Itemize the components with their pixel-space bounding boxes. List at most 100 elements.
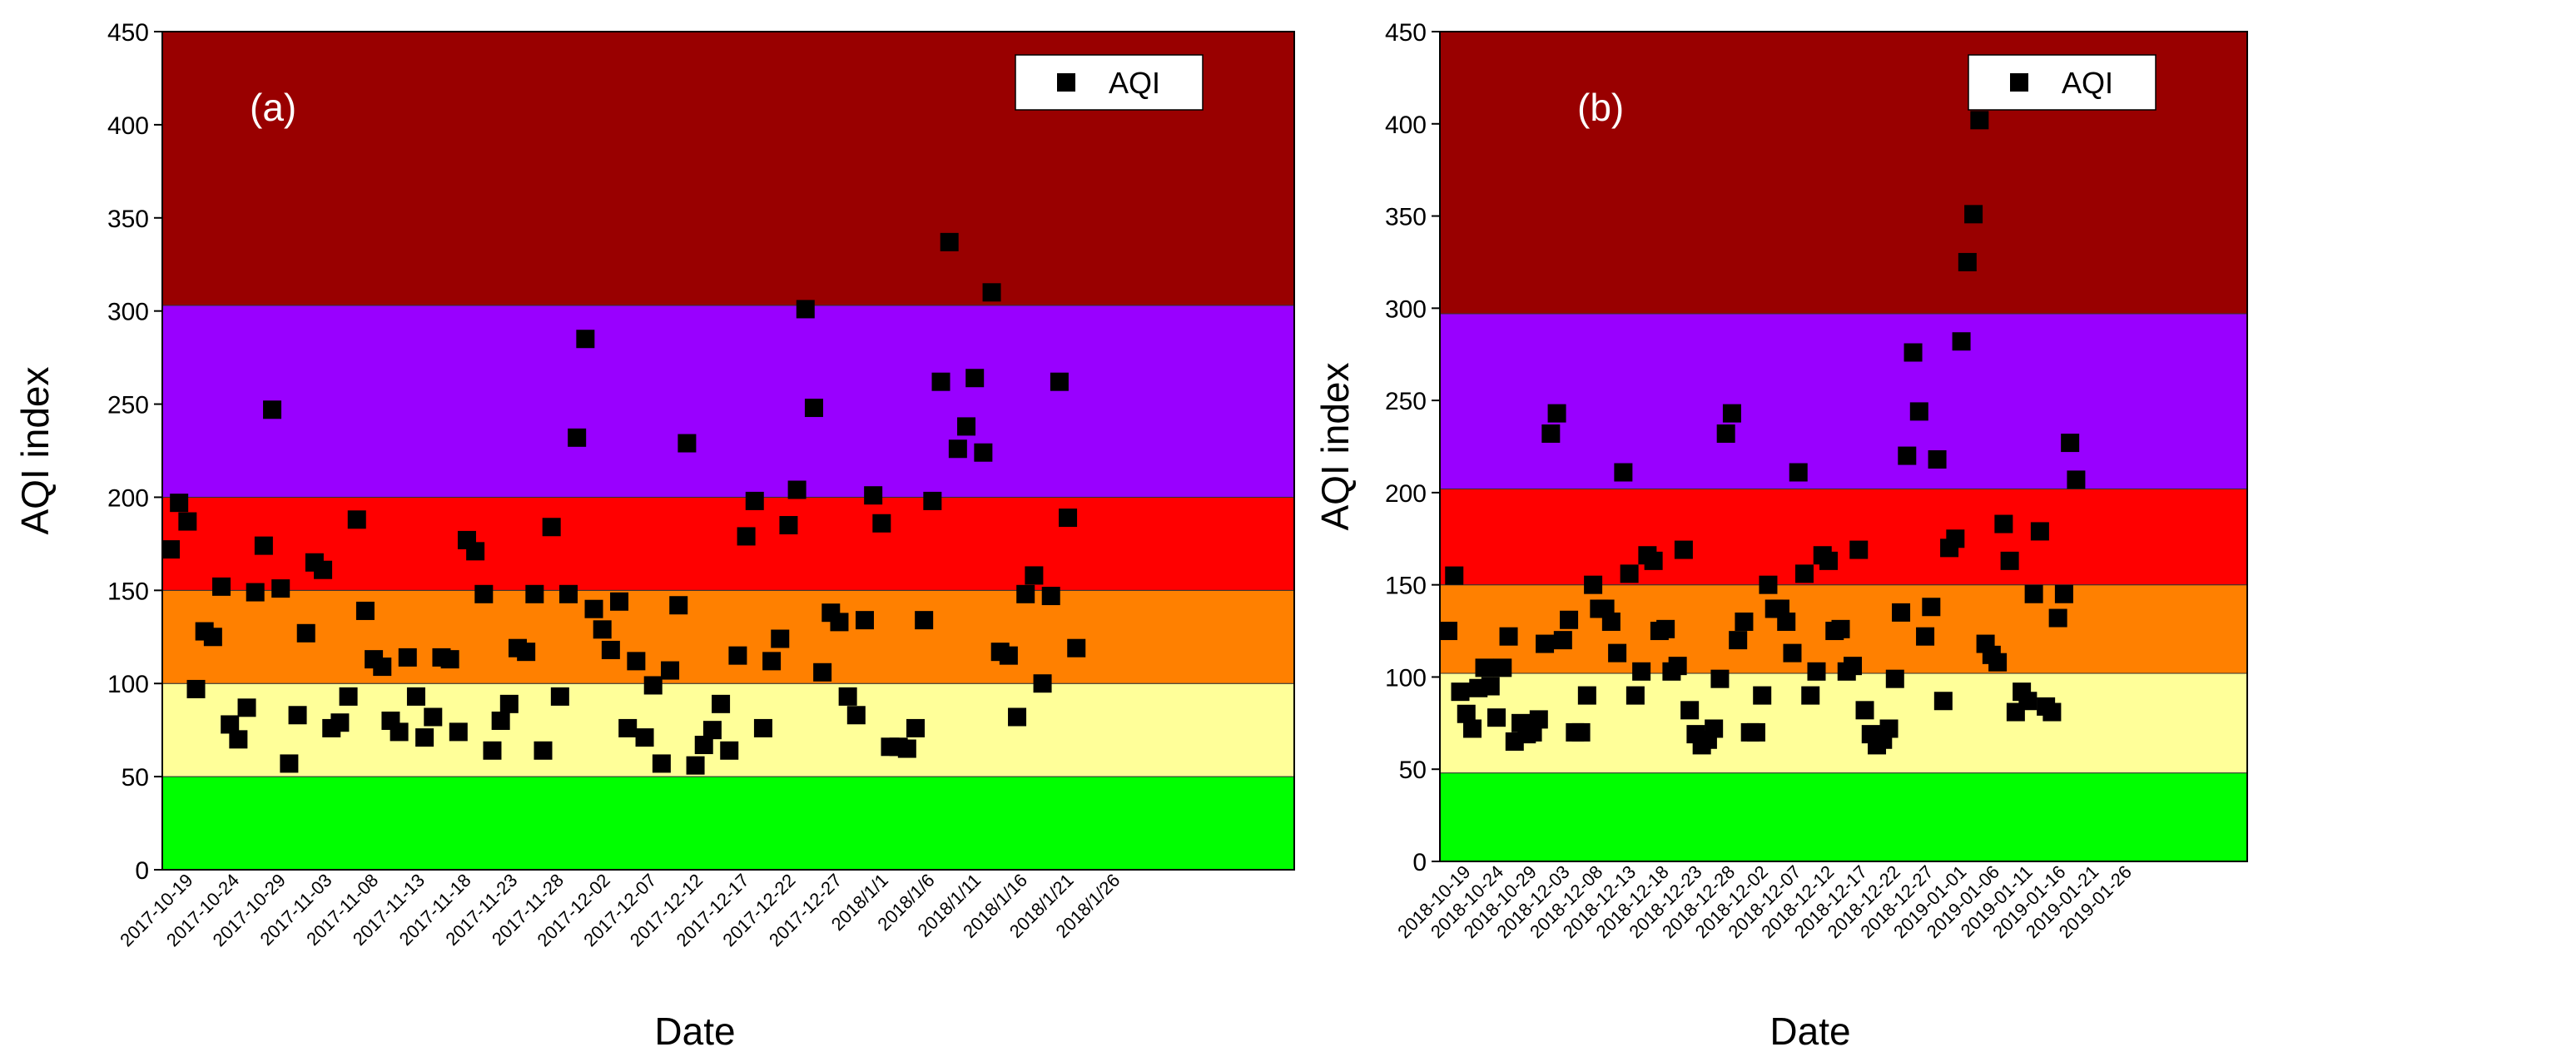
panel-label: (a) bbox=[250, 86, 296, 129]
aqi-point bbox=[1964, 205, 1983, 224]
aqi-point bbox=[1970, 111, 1989, 130]
aqi-band-layer bbox=[1439, 31, 2248, 862]
aqi-point bbox=[771, 629, 790, 648]
y-tick-label: 0 bbox=[135, 857, 149, 885]
aqi-point bbox=[568, 428, 587, 447]
aqi-point bbox=[1656, 619, 1675, 638]
aqi-point bbox=[1608, 643, 1627, 662]
legend-label: AQI bbox=[2062, 66, 2113, 100]
plot-frame bbox=[161, 31, 1295, 871]
aqi-point bbox=[178, 512, 197, 531]
aqi-point bbox=[576, 330, 595, 349]
aqi-point bbox=[804, 399, 823, 418]
aqi-point bbox=[728, 646, 747, 665]
y-tick-label: 100 bbox=[1385, 664, 1427, 692]
aqi-point bbox=[1601, 612, 1621, 631]
aqi-point bbox=[753, 718, 772, 737]
aqi-band-3 bbox=[1439, 488, 2248, 586]
aqi-point bbox=[652, 754, 671, 773]
aqi-point bbox=[1445, 566, 1464, 585]
aqi-point bbox=[1722, 404, 1741, 423]
aqi-point bbox=[1674, 540, 1693, 559]
panel-label: (b) bbox=[1577, 86, 1624, 129]
legend-label: AQI bbox=[1109, 66, 1160, 100]
aqi-point bbox=[627, 652, 646, 671]
aqi-band-0 bbox=[161, 776, 1295, 871]
aqi-point bbox=[263, 400, 282, 419]
legend-marker-icon bbox=[2010, 73, 2028, 92]
aqi-point bbox=[712, 694, 731, 713]
y-tick-label: 350 bbox=[1385, 204, 1427, 231]
aqi-point bbox=[1680, 701, 1700, 720]
y-tick-label: 150 bbox=[1385, 573, 1427, 600]
aqi-point bbox=[237, 698, 256, 717]
aqi-point bbox=[1928, 450, 1947, 469]
aqi-band-4 bbox=[161, 305, 1295, 498]
aqi-point bbox=[906, 718, 925, 737]
aqi-point bbox=[2018, 692, 2037, 711]
aqi-point bbox=[678, 434, 697, 453]
aqi-point bbox=[1620, 564, 1639, 583]
aqi-point bbox=[1033, 674, 1052, 693]
y-tick-label: 400 bbox=[1385, 112, 1427, 139]
aqi-point bbox=[931, 372, 950, 391]
aqi-point bbox=[1560, 610, 1579, 629]
aqi-point bbox=[2067, 470, 2086, 489]
aqi-point bbox=[1807, 662, 1826, 681]
aqi-point bbox=[669, 596, 688, 615]
aqi-point bbox=[525, 584, 544, 603]
aqi-point bbox=[1475, 658, 1494, 677]
aqi-point bbox=[2048, 608, 2067, 628]
aqi-point bbox=[2000, 551, 2019, 570]
aqi-point bbox=[1849, 540, 1869, 559]
aqi-point bbox=[610, 592, 629, 611]
y-tick-label: 350 bbox=[107, 206, 149, 233]
aqi-point bbox=[314, 560, 333, 579]
aqi-point bbox=[643, 676, 663, 695]
aqi-point bbox=[965, 369, 985, 388]
aqi-point bbox=[982, 283, 1001, 302]
aqi-point bbox=[1710, 669, 1730, 688]
aqi-point bbox=[1451, 682, 1470, 702]
aqi-point bbox=[559, 584, 578, 603]
aqi-point bbox=[449, 722, 468, 742]
x-axis-title: Date bbox=[654, 1010, 735, 1053]
legend: AQI bbox=[1015, 54, 1204, 111]
aqi-point bbox=[1819, 551, 1838, 570]
aqi-point bbox=[1547, 404, 1566, 423]
aqi-point bbox=[1493, 658, 1512, 677]
aqi-band-0 bbox=[1439, 772, 2248, 862]
y-tick-label: 100 bbox=[107, 671, 149, 698]
aqi-point bbox=[1059, 509, 1078, 528]
aqi-point bbox=[534, 741, 553, 760]
legend: AQI bbox=[1968, 54, 2157, 111]
aqi-point bbox=[855, 611, 874, 630]
aqi-point bbox=[1481, 677, 1500, 696]
aqi-point bbox=[957, 417, 976, 436]
aqi-point bbox=[974, 443, 993, 462]
aqi-point bbox=[948, 439, 967, 459]
aqi-point bbox=[2042, 702, 2062, 722]
aqi-point bbox=[779, 516, 798, 535]
aqi-point bbox=[2030, 522, 2049, 541]
aqi-point bbox=[1759, 575, 1778, 594]
aqi-point bbox=[330, 713, 350, 732]
aqi-points bbox=[1439, 111, 2086, 755]
aqi-point bbox=[474, 584, 494, 603]
aqi-point bbox=[762, 652, 782, 671]
y-axis-title: AQI index bbox=[1313, 363, 1357, 531]
aqi-point bbox=[1644, 551, 1663, 570]
aqi-point bbox=[339, 687, 358, 706]
aqi-point bbox=[702, 721, 722, 740]
aqi-point bbox=[686, 756, 705, 775]
aqi-point bbox=[1898, 446, 1917, 465]
aqi-point bbox=[1008, 707, 1027, 727]
aqi-point bbox=[915, 611, 934, 630]
aqi-point bbox=[1952, 332, 1971, 351]
aqi-point bbox=[1831, 619, 1850, 638]
aqi-point bbox=[491, 711, 510, 730]
aqi-point bbox=[1844, 657, 1863, 676]
aqi-point bbox=[1909, 402, 1928, 421]
aqi-point bbox=[661, 661, 680, 680]
aqi-point bbox=[601, 640, 620, 659]
